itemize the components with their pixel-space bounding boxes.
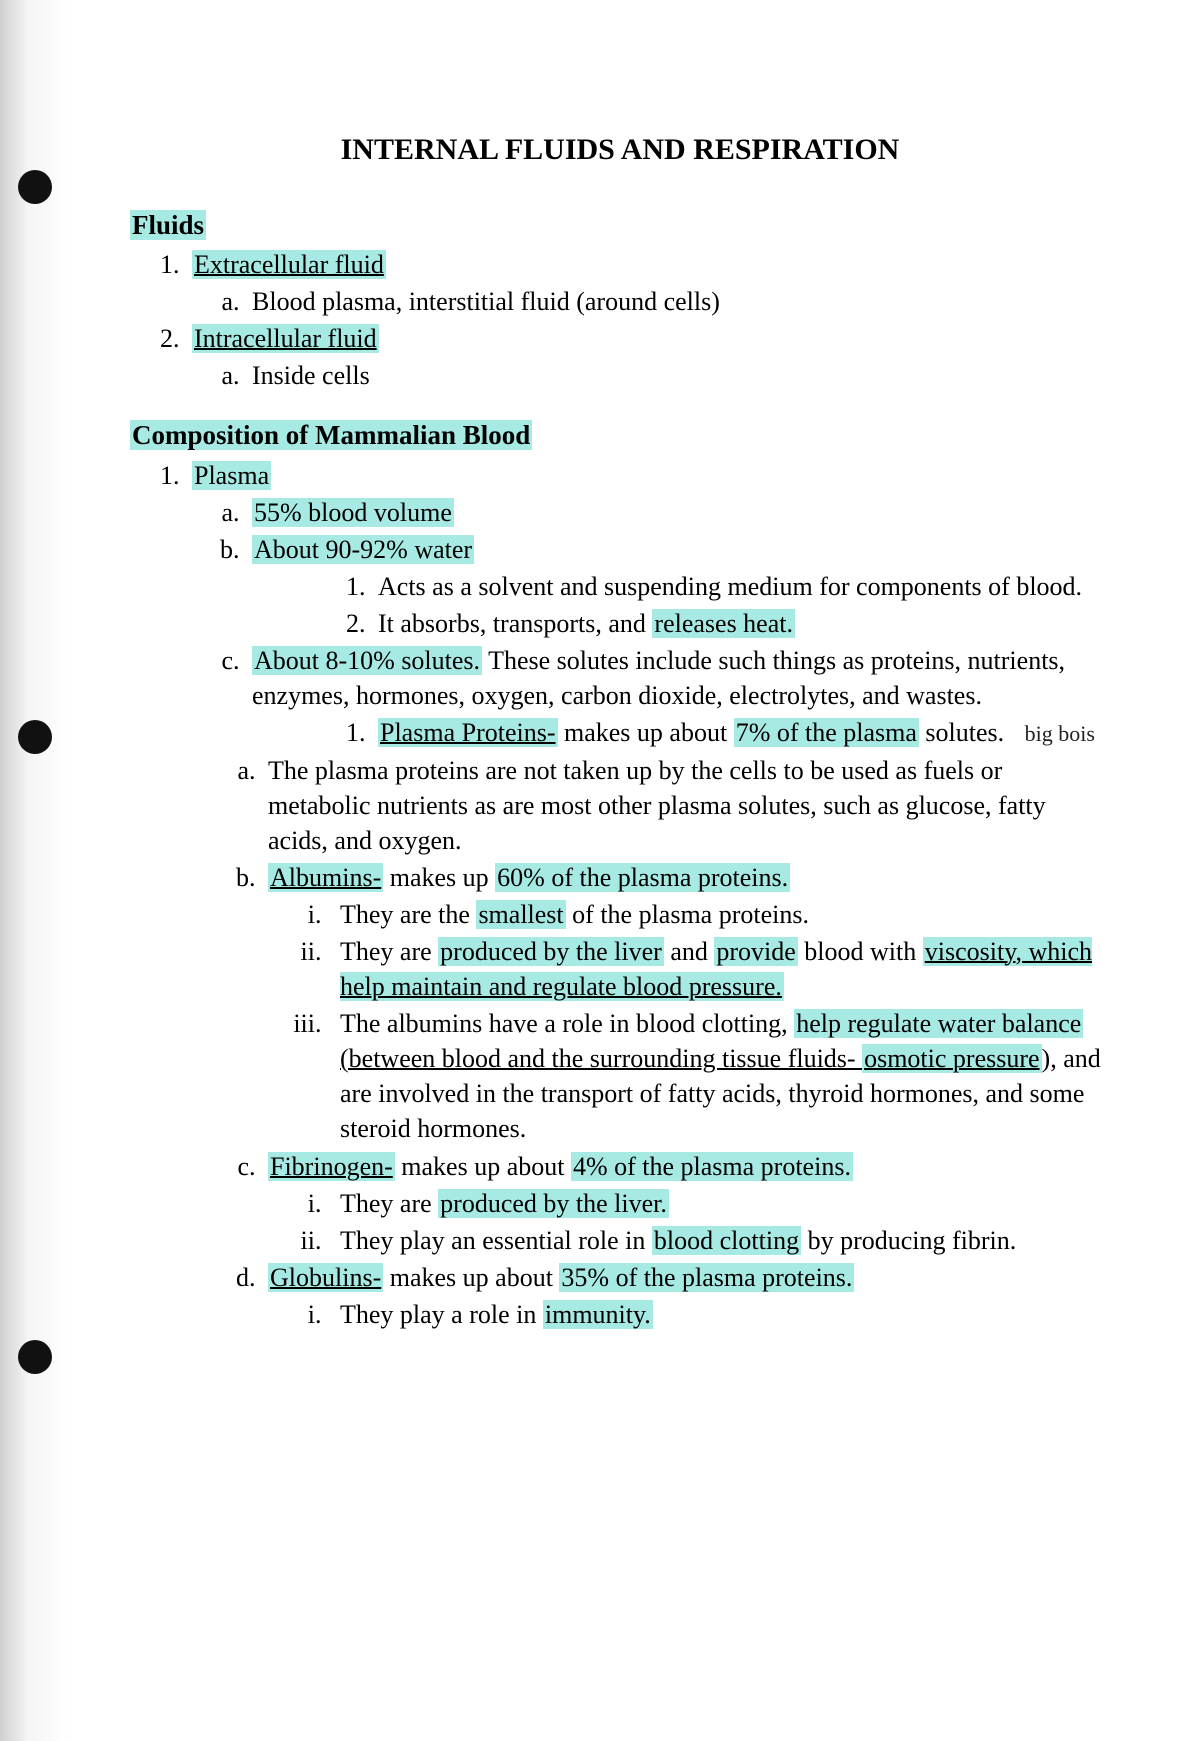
- highlighted-text: provide: [714, 937, 797, 966]
- highlighted-text: About 8-10% solutes.: [252, 646, 482, 675]
- highlighted-text: 4% of the plasma proteins.: [571, 1152, 853, 1181]
- highlighted-text: 55% blood volume: [252, 498, 454, 527]
- text-run: of the plasma proteins.: [566, 900, 809, 929]
- highlighted-underlined-text: osmotic pressure: [862, 1044, 1041, 1073]
- section-heading-fluids: Fluids: [130, 207, 1110, 243]
- list-item: The plasma proteins are not taken up by …: [262, 753, 1110, 858]
- list-item: Intracellular fluid Inside cells: [186, 321, 1110, 393]
- text-run: solutes.: [919, 718, 1004, 747]
- highlighted-text: produced by the liver: [438, 937, 664, 966]
- highlighted-text: 7% of the plasma: [734, 718, 919, 747]
- highlighted-text: immunity.: [543, 1300, 653, 1329]
- handwritten-annotation: big bois: [1025, 721, 1095, 746]
- highlighted-text: 60% of the plasma proteins.: [495, 863, 790, 892]
- sub-list: 55% blood volume About 90-92% water Acts…: [246, 495, 1110, 1332]
- punch-hole: [18, 1340, 52, 1374]
- highlighted-underlined-text: Globulins-: [268, 1263, 383, 1292]
- list-item: They are produced by the liver and provi…: [328, 934, 1110, 1004]
- section-heading-composition: Composition of Mammalian Blood: [130, 417, 1110, 453]
- list-item: Plasma Proteins- makes up about 7% of th…: [372, 715, 1110, 750]
- text-run: makes up about: [558, 718, 734, 747]
- text-run: They play an essential role in: [340, 1226, 652, 1255]
- list-item: About 8-10% solutes. These solutes inclu…: [246, 643, 1110, 1332]
- list-item: 55% blood volume: [246, 495, 1110, 530]
- scanned-page: INTERNAL FLUIDS AND RESPIRATION Fluids E…: [0, 0, 1200, 1741]
- highlighted-text: blood clotting: [652, 1226, 801, 1255]
- highlighted-text: Composition of Mammalian Blood: [130, 420, 532, 450]
- text-run: They play a role in: [340, 1300, 543, 1329]
- list-item: They are produced by the liver.: [328, 1186, 1110, 1221]
- fluids-list: Extracellular fluid Blood plasma, inters…: [186, 247, 1110, 393]
- composition-list: Plasma 55% blood volume About 90-92% wat…: [186, 458, 1110, 1332]
- text-run: makes up about: [395, 1152, 571, 1181]
- punch-hole: [18, 170, 52, 204]
- highlighted-text: Fluids: [130, 210, 206, 240]
- highlighted-text: releases heat.: [652, 609, 795, 638]
- list-item: They are the smallest of the plasma prot…: [328, 897, 1110, 932]
- list-item: The albumins have a role in blood clotti…: [328, 1006, 1110, 1146]
- text-run: It absorbs, transports, and: [378, 609, 652, 638]
- list-item: Extracellular fluid Blood plasma, inters…: [186, 247, 1110, 319]
- highlighted-text: smallest: [476, 900, 565, 929]
- highlighted-text: produced by the liver.: [438, 1189, 669, 1218]
- sub-list: Plasma Proteins- makes up about 7% of th…: [372, 715, 1110, 750]
- underlined-text: (between blood and the surrounding tissu…: [340, 1044, 862, 1073]
- page-binding-shadow: [0, 0, 70, 1741]
- sub-list: Inside cells: [246, 358, 1110, 393]
- text-run: by producing fibrin.: [801, 1226, 1016, 1255]
- text-run: They are the: [340, 900, 476, 929]
- page-title: INTERNAL FLUIDS AND RESPIRATION: [280, 130, 960, 171]
- text-run: The albumins have a role in blood clotti…: [340, 1009, 794, 1038]
- text-run: They are: [340, 937, 438, 966]
- highlighted-underlined-text: Fibrinogen-: [268, 1152, 395, 1181]
- highlighted-text: 35% of the plasma proteins.: [559, 1263, 854, 1292]
- list-item: Acts as a solvent and suspending medium …: [372, 569, 1110, 604]
- roman-list: They are the smallest of the plasma prot…: [328, 897, 1110, 1147]
- document-content: INTERNAL FLUIDS AND RESPIRATION Fluids E…: [130, 130, 1110, 1356]
- list-item: Plasma 55% blood volume About 90-92% wat…: [186, 458, 1110, 1332]
- highlighted-underlined-text: Plasma Proteins-: [378, 718, 558, 747]
- highlighted-underlined-text: Extracellular fluid: [192, 250, 386, 279]
- list-item: Blood plasma, interstitial fluid (around…: [246, 284, 1110, 319]
- punch-hole: [18, 720, 52, 754]
- highlighted-underlined-text: Albumins-: [268, 863, 383, 892]
- highlighted-underlined-text: Intracellular fluid: [192, 324, 379, 353]
- list-item: It absorbs, transports, and releases hea…: [372, 606, 1110, 641]
- text-run: makes up about: [383, 1263, 559, 1292]
- list-item: They play an essential role in blood clo…: [328, 1223, 1110, 1258]
- text-run: and: [664, 937, 715, 966]
- list-item: They play a role in immunity.: [328, 1297, 1110, 1332]
- text-run: They are: [340, 1189, 438, 1218]
- roman-list: They play a role in immunity.: [328, 1297, 1110, 1332]
- sub-list: Acts as a solvent and suspending medium …: [372, 569, 1110, 641]
- highlighted-text: About 90-92% water: [252, 535, 474, 564]
- list-item: Globulins- makes up about 35% of the pla…: [262, 1260, 1110, 1332]
- highlighted-text: help regulate water balance: [794, 1009, 1083, 1038]
- list-item: Inside cells: [246, 358, 1110, 393]
- list-item: Albumins- makes up 60% of the plasma pro…: [262, 860, 1110, 1147]
- highlighted-text: Plasma: [192, 461, 271, 490]
- list-item: About 90-92% water Acts as a solvent and…: [246, 532, 1110, 641]
- sub-list: Blood plasma, interstitial fluid (around…: [246, 284, 1110, 319]
- text-run: makes up: [383, 863, 495, 892]
- sub-list: The plasma proteins are not taken up by …: [262, 753, 1110, 1333]
- text-run: blood with: [798, 937, 923, 966]
- roman-list: They are produced by the liver. They pla…: [328, 1186, 1110, 1258]
- list-item: Fibrinogen- makes up about 4% of the pla…: [262, 1149, 1110, 1258]
